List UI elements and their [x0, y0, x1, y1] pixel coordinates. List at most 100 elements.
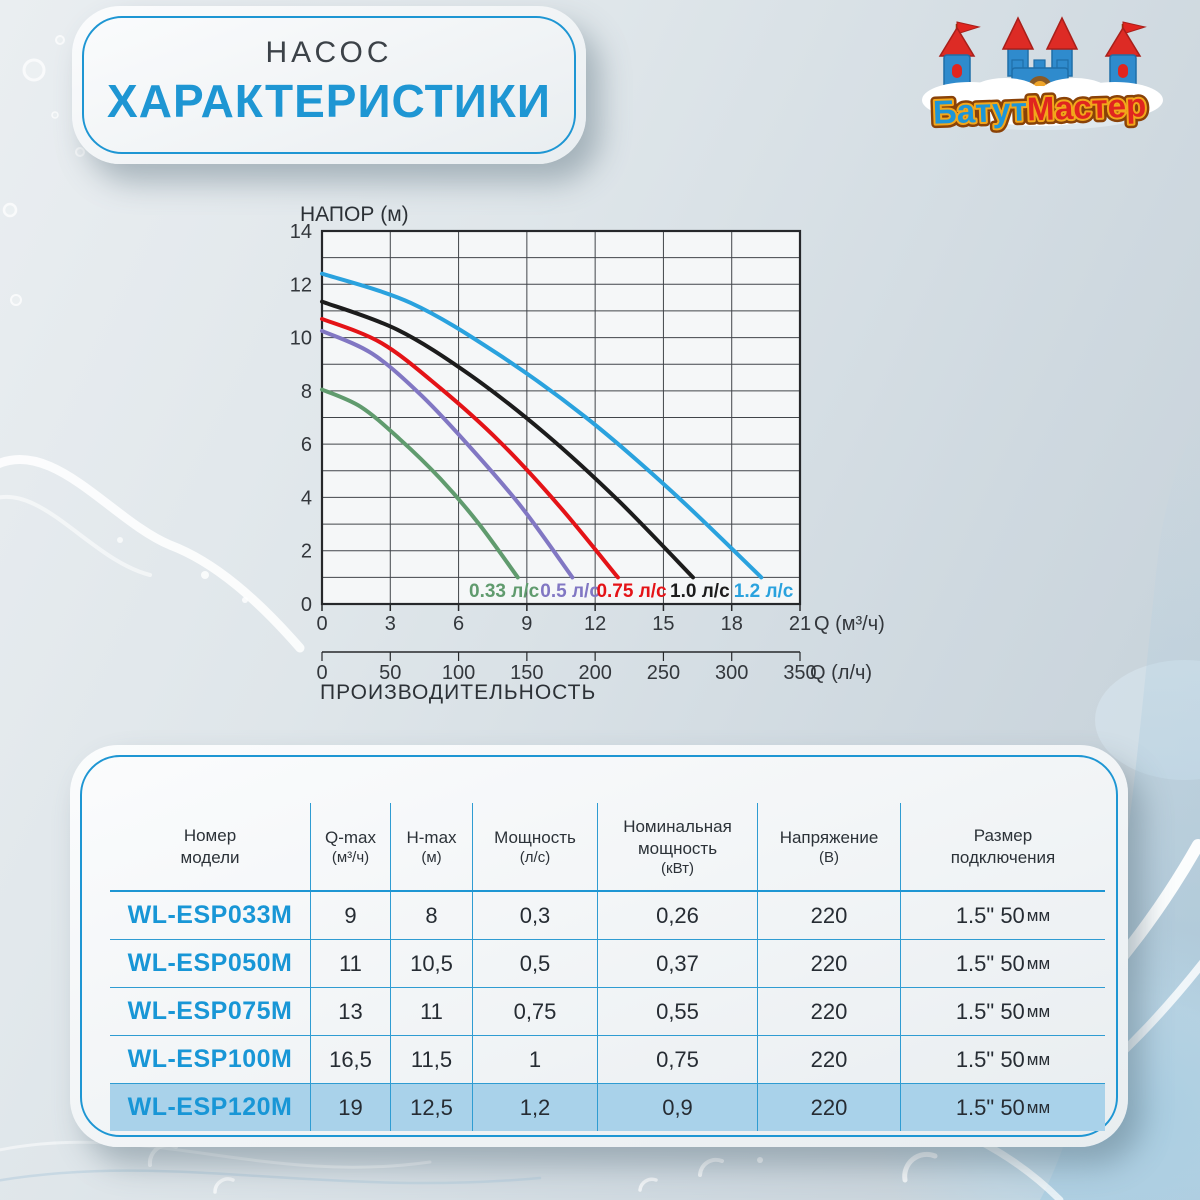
- value-cell: 11: [390, 988, 472, 1035]
- pump-curve-0.5л/с: [320, 328, 575, 580]
- value-cell: 8: [390, 892, 472, 939]
- spec-table: Номер модели Q-max (м³/ч) H-max (м) Мощность (…: [110, 803, 1105, 1131]
- x-tick-label: 12: [584, 613, 606, 635]
- x-tick-label: 9: [521, 613, 532, 635]
- pump-curve-0.33л/с: [320, 387, 520, 580]
- y-tick-label: 8: [301, 381, 312, 403]
- value-cell: 13: [310, 988, 390, 1035]
- curve-label: 0.5 л/с: [540, 581, 600, 602]
- secondary-tick-label: 50: [379, 662, 401, 684]
- value-cell: 9: [310, 892, 390, 939]
- header-card: НАСОС ХАРАКТЕРИСТИКИ: [72, 6, 586, 164]
- table-row-WL-ESP050M: WL-ESP050M 11 10,5 0,5 0,37 220 1.5" 50 мм: [110, 939, 1105, 987]
- x-tick-label: 3: [385, 613, 396, 635]
- value-cell: 12,5: [390, 1084, 472, 1131]
- x-axis-secondary-unit-label: Q (л/ч): [810, 662, 872, 684]
- value-cell: 11: [310, 940, 390, 987]
- value-cell: 0,5: [472, 940, 597, 987]
- column-header-name: Номинальная мощность: [623, 817, 732, 858]
- column-header: Размер подключения: [900, 803, 1105, 890]
- column-header-name: Номер модели: [180, 826, 240, 867]
- plot-border: [320, 229, 802, 606]
- value-cell: 0,26: [597, 892, 757, 939]
- value-cell: 1.5" 50 мм: [900, 988, 1105, 1035]
- column-header: Мощность (л/с): [472, 803, 597, 890]
- x-axis-primary-unit-label: Q (м³/ч): [814, 613, 885, 635]
- column-header-unit: (л/с): [519, 849, 551, 867]
- value-cell: 220: [757, 1084, 900, 1131]
- pump-performance-chart: 0.33 л/с 0.5 л/с 0.75 л/с 1.0 л/с 1.2 л/с 0 2 4…: [280, 198, 940, 710]
- pump-curve-0.75л/с: [320, 316, 620, 580]
- clouds-icon: [922, 78, 1163, 130]
- left-tower-icon: [938, 21, 981, 92]
- value-cell: 0,55: [597, 988, 757, 1035]
- value-cell: 10,5: [390, 940, 472, 987]
- column-header: Номинальная мощность (кВт): [597, 803, 757, 890]
- curve-label: 0.75 л/с: [596, 581, 667, 602]
- value-cell: 1.5" 50 мм: [900, 940, 1105, 987]
- value-cell: 220: [757, 988, 900, 1035]
- table-header-row: Номер модели Q-max (м³/ч) H-max (м) Мощность (…: [110, 803, 1105, 892]
- curve-label: 1.0 л/с: [670, 581, 730, 602]
- y-tick-label: 0: [301, 594, 312, 616]
- column-header-unit: (кВт): [661, 859, 694, 877]
- x-tick-label: 18: [721, 613, 743, 635]
- column-header-name: Мощность: [494, 827, 576, 847]
- secondary-tick-label: 0: [316, 662, 327, 684]
- logo-text-red: Мастер: [1026, 86, 1146, 127]
- water-wave-bottom-left-icon: [0, 1140, 542, 1194]
- pump-curve-1.2л/с: [320, 271, 764, 580]
- logo-text: БатутМастер: [932, 86, 1146, 130]
- column-header: Номер модели: [110, 803, 310, 890]
- table-row-WL-ESP100M: WL-ESP100M 16,5 11,5 1 0,75 220 1.5" 50 мм: [110, 1035, 1105, 1083]
- column-header: Напряжение (В): [757, 803, 900, 890]
- brand-logo: БатутМастер БатутМастер: [900, 12, 1180, 136]
- value-cell: 0,75: [597, 1036, 757, 1083]
- value-cell: 220: [757, 1036, 900, 1083]
- column-header-name: Напряжение: [779, 827, 879, 847]
- secondary-tick-label: 250: [647, 662, 680, 684]
- castle-clouds-icon: БатутМастер БатутМастер: [922, 16, 1163, 135]
- column-header-name: H-max: [406, 827, 457, 847]
- column-header-name: Q-max: [325, 827, 376, 847]
- secondary-tick-label: 300: [715, 662, 748, 684]
- x-tick-label: 6: [453, 613, 464, 635]
- secondary-tick-label: 350: [783, 662, 816, 684]
- column-header-name: Размер подключения: [950, 826, 1056, 867]
- value-cell: 0,9: [597, 1084, 757, 1131]
- x-tick-label: 0: [316, 613, 327, 635]
- model-cell: WL-ESP100M: [127, 1045, 293, 1073]
- value-cell: 1.5" 50 мм: [900, 1084, 1105, 1131]
- page-title: НАСОС: [265, 36, 393, 69]
- table-row-WL-ESP075M: WL-ESP075M 13 11 0,75 0,55 220 1.5" 50 мм: [110, 987, 1105, 1035]
- chart-footer-label: ПРОИЗВОДИТЕЛЬНОСТЬ: [320, 681, 596, 704]
- value-cell: 1.5" 50 мм: [900, 892, 1105, 939]
- water-splash-left-icon: [0, 455, 305, 653]
- value-cell: 16,5: [310, 1036, 390, 1083]
- right-tower-icon: [1104, 21, 1147, 92]
- spec-table-card: Номер модели Q-max (м³/ч) H-max (м) Мощность (…: [70, 745, 1128, 1147]
- y-tick-label: 14: [290, 221, 312, 243]
- y-tick-label: 10: [290, 328, 312, 350]
- value-cell: 220: [757, 940, 900, 987]
- curve-label: 1.2 л/с: [734, 581, 794, 602]
- value-cell: 0,37: [597, 940, 757, 987]
- model-cell: WL-ESP050M: [127, 949, 293, 977]
- x-tick-label: 21: [789, 613, 811, 635]
- value-cell: 1,2: [472, 1084, 597, 1131]
- y-tick-label: 4: [301, 487, 312, 509]
- chart-title: НАПОР (м): [300, 203, 409, 226]
- table-row-WL-ESP120M: WL-ESP120M 19 12,5 1,2 0,9 220 1.5" 50 мм: [110, 1083, 1105, 1131]
- value-cell: 220: [757, 892, 900, 939]
- value-cell: 0,3: [472, 892, 597, 939]
- column-header-unit: (м³/ч): [331, 849, 370, 867]
- column-header-unit: (м): [421, 849, 442, 867]
- curve-label: 0.33 л/с: [469, 581, 540, 602]
- secondary-tick-label: 200: [578, 662, 611, 684]
- model-cell: WL-ESP120M: [127, 1093, 293, 1121]
- x-axis-ticks: [321, 604, 801, 611]
- table-row-WL-ESP033M: WL-ESP033M 9 8 0,3 0,26 220 1.5" 50 мм: [110, 892, 1105, 939]
- secondary-tick-label: 150: [510, 662, 543, 684]
- model-cell: WL-ESP075M: [127, 997, 293, 1025]
